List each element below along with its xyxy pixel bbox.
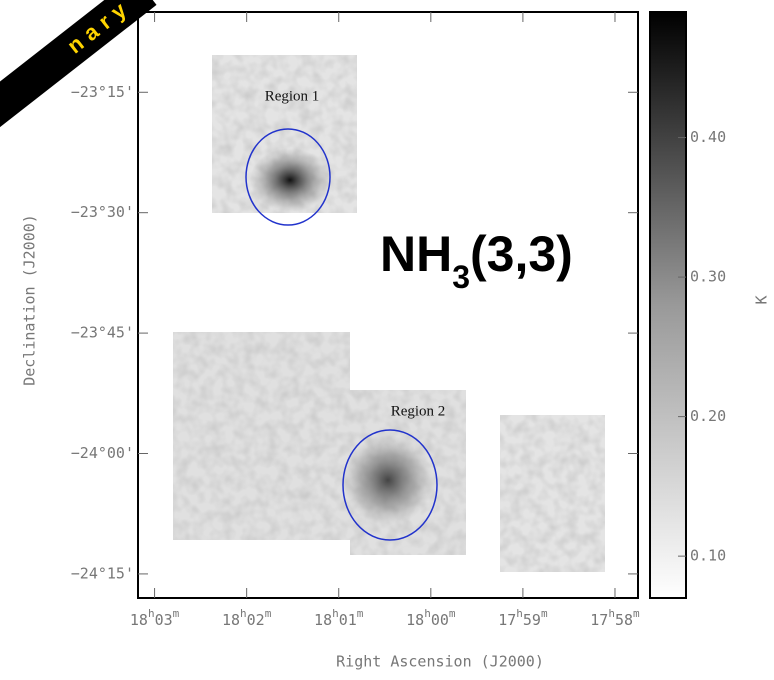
x-tick-unit: m <box>265 607 272 620</box>
y-tick-label: −24°00' <box>71 444 134 462</box>
x-tick-number: 00 <box>431 611 449 629</box>
figure: Region 1 Region 2 NH3(3,3) Right Ascensi… <box>0 0 774 680</box>
x-tick-number: 59 <box>523 611 541 629</box>
y-tick-label: −23°15' <box>71 83 134 101</box>
y-tick-label: −23°45' <box>71 324 134 342</box>
colorbar-tick-label: 0.30 <box>690 268 726 286</box>
overlay-label: NH3(3,3) <box>380 226 573 295</box>
banner-bg <box>0 0 157 146</box>
colorbar-tick-label: 0.40 <box>690 128 726 146</box>
overlay-sub: 3 <box>452 259 470 295</box>
patch-noise <box>500 415 605 572</box>
x-tick-label: 18h01m <box>314 607 364 629</box>
colorbar <box>650 12 686 598</box>
x-tick-label: 18h02m <box>222 607 272 629</box>
x-tick-unit: m <box>449 607 456 620</box>
map: Region 1 Region 2 <box>173 55 605 572</box>
x-tick-number: 17 <box>590 611 608 629</box>
y-axis-label: Declination (J2000) <box>21 214 39 386</box>
region-label: Region 1 <box>265 88 320 104</box>
overlay-main: NH <box>380 226 452 282</box>
y-tick-label: −24°15' <box>71 564 134 582</box>
x-tick-number: 18 <box>222 611 240 629</box>
x-tick-unit: h <box>424 607 431 620</box>
colorbar-label: K <box>753 295 771 304</box>
x-tick-number: 18 <box>314 611 332 629</box>
x-tick-number: 01 <box>339 611 357 629</box>
banner-text: nary <box>62 0 136 58</box>
x-tick-label: 17h59m <box>498 607 548 629</box>
x-tick-unit: m <box>541 607 548 620</box>
x-tick-unit: h <box>516 607 523 620</box>
x-tick-unit: m <box>173 607 180 620</box>
emission <box>250 148 330 212</box>
x-tick-number: 03 <box>155 611 173 629</box>
region-label: Region 2 <box>391 403 446 419</box>
x-tick-label: 18h00m <box>406 607 456 629</box>
patch-noise <box>173 332 466 555</box>
x-tick-unit: m <box>633 607 640 620</box>
x-tick-number: 18 <box>130 611 148 629</box>
overlay-rest: (3,3) <box>470 226 573 282</box>
preliminary-banner: nary <box>0 0 157 146</box>
x-tick-label: 17h58m <box>590 607 640 629</box>
x-tick-number: 02 <box>247 611 265 629</box>
colorbar-tick-label: 0.10 <box>690 547 726 565</box>
x-tick-label: 18h03m <box>130 607 180 629</box>
x-tick-number: 58 <box>615 611 633 629</box>
x-axis-label: Right Ascension (J2000) <box>336 653 544 671</box>
x-tick-unit: m <box>357 607 364 620</box>
y-tick-label: −23°30' <box>71 203 134 221</box>
x-tick-unit: h <box>332 607 339 620</box>
colorbar-tick-label: 0.20 <box>690 407 726 425</box>
x-tick-number: 18 <box>406 611 424 629</box>
x-tick-number: 17 <box>498 611 516 629</box>
emission <box>343 435 433 525</box>
